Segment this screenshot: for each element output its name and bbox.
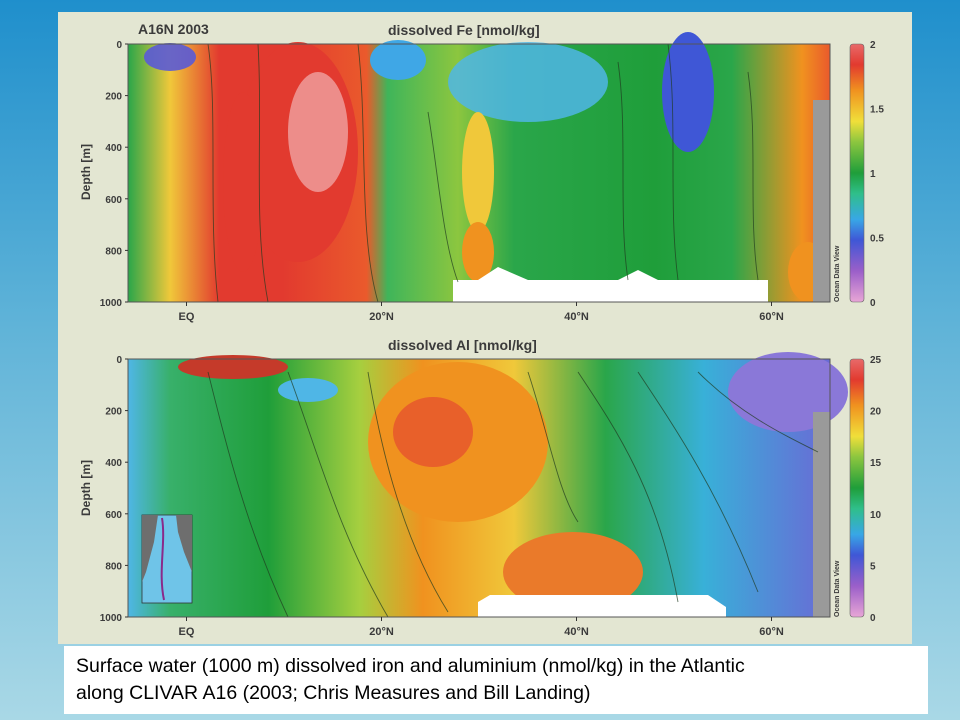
fe-colorbar-tick-label: 1 — [870, 169, 876, 180]
al-x-tick-label: 40°N — [564, 626, 589, 638]
fe-feature — [370, 40, 426, 80]
al-y-tick-label: 200 — [105, 407, 122, 418]
al-colorbar-tick-label: 15 — [870, 458, 882, 469]
al-plot-area — [127, 352, 848, 618]
al-colorbar — [849, 358, 865, 618]
caption-box: Surface water (1000 m) dissolved iron an… — [64, 646, 928, 714]
caption-line-2: along CLIVAR A16 (2003; Chris Measures a… — [76, 682, 591, 704]
fe-x-tick-label: 60°N — [759, 311, 784, 323]
fe-y-tick-label: 600 — [105, 195, 122, 206]
fe-y-tick-label: 0 — [116, 40, 122, 51]
fe-contours — [207, 43, 759, 303]
fe-colorbar-ticks: 0 0.5 1 1.5 2 — [870, 40, 884, 309]
al-colorbar-tick-label: 0 — [870, 613, 876, 624]
fe-feature — [223, 92, 263, 272]
al-gray-mask — [813, 412, 830, 617]
inset-map — [141, 514, 193, 604]
fe-x-tick-label: 40°N — [564, 311, 589, 323]
al-x-ticks: EQ 20°N 40°N 60°N — [179, 617, 784, 638]
al-colorbar-ticks: 0 5 10 15 20 25 — [870, 355, 882, 624]
al-y-tick-label: 0 — [116, 355, 122, 366]
fe-feature — [462, 222, 494, 282]
fe-feature — [288, 72, 348, 192]
fe-plot-area — [127, 32, 831, 303]
fe-y-tick-label: 200 — [105, 92, 122, 103]
inset-map-track — [160, 517, 165, 601]
al-x-tick-label: 60°N — [759, 626, 784, 638]
inset-map-land — [142, 515, 192, 582]
fe-ylabel: Depth [m] — [79, 144, 93, 200]
al-title: dissolved Al [nmol/kg] — [388, 337, 537, 353]
fe-bathymetry — [453, 267, 768, 302]
fe-frame — [127, 43, 831, 303]
fe-feature — [462, 112, 494, 232]
al-colorbar-tick-label: 10 — [870, 510, 882, 521]
al-y-tick-label: 800 — [105, 561, 122, 572]
al-frame — [127, 358, 831, 618]
caption-line-1: Surface water (1000 m) dissolved iron an… — [76, 655, 745, 677]
al-y-tick-label: 400 — [105, 458, 122, 469]
fe-colorbar — [849, 43, 865, 303]
al-colorbar-tick-label: 25 — [870, 355, 882, 366]
fe-gray-mask — [813, 100, 830, 302]
fe-x-tick-label: 20°N — [369, 311, 394, 323]
al-y-tick-label: 1000 — [100, 613, 123, 624]
al-colorbar-tick-label: 5 — [870, 561, 876, 572]
fe-colorbar-tick-label: 1.5 — [870, 105, 884, 116]
fe-colorbar-tick-label: 0.5 — [870, 234, 884, 245]
fe-y-tick-label: 1000 — [100, 298, 123, 309]
fe-y-tick-label: 400 — [105, 143, 122, 154]
al-colorbar-tick-label: 20 — [870, 407, 882, 418]
al-feature — [278, 378, 338, 402]
al-x-tick-label: 20°N — [369, 626, 394, 638]
al-bathymetry — [478, 595, 726, 617]
fe-colorbar-tick-label: 2 — [870, 40, 876, 51]
al-x-tick-label: EQ — [179, 626, 195, 638]
al-ylabel: Depth [m] — [79, 460, 93, 516]
fe-y-tick-label: 800 — [105, 246, 122, 257]
al-feature — [178, 355, 288, 379]
al-feature — [503, 532, 643, 612]
fe-feature — [144, 43, 196, 71]
al-y-ticks: 0 200 400 600 800 1000 — [100, 355, 128, 624]
fe-title: dissolved Fe [nmol/kg] — [388, 22, 540, 38]
fe-feature — [448, 42, 608, 122]
al-feature — [393, 397, 473, 467]
al-watermark: Ocean Data View — [834, 560, 841, 617]
fe-x-tick-label: EQ — [179, 311, 195, 323]
fe-y-ticks: 0 200 400 600 800 1000 — [100, 40, 128, 309]
fe-colorbar-tick-label: 0 — [870, 298, 876, 309]
figure-panel: A16N 2003 dissolved Fe [nmol/kg] Depth [… — [58, 12, 912, 644]
al-contours — [207, 371, 819, 618]
fe-watermark: Ocean Data View — [834, 245, 841, 302]
al-y-tick-label: 600 — [105, 510, 122, 521]
section-label: A16N 2003 — [138, 21, 209, 37]
fe-x-ticks: EQ 20°N 40°N 60°N — [179, 302, 784, 323]
chart-svg: A16N 2003 dissolved Fe [nmol/kg] Depth [… — [79, 21, 884, 638]
fe-feature — [662, 32, 714, 152]
